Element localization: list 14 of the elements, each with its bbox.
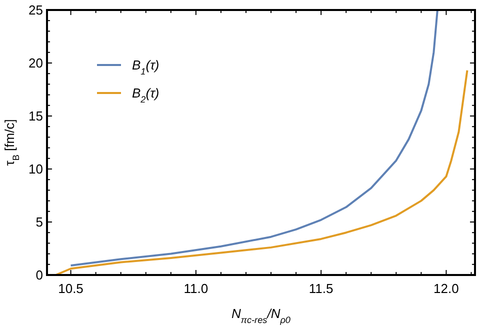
x-tick-label: 11.0 [184,281,208,296]
line-series [70,10,438,266]
y-tick-label: 5 [36,214,43,230]
y-tick-label: 25 [28,2,43,18]
x-tick-label: 12.0 [434,281,459,296]
legend-label: B$_{2}$(τ) [132,86,160,105]
x-tick-label: 10.5 [58,281,84,296]
x-tick-label: 11.5 [308,281,334,296]
y-tick-label: 15 [28,108,43,124]
legend-label: B$_{1}$(τ) [132,58,160,77]
y-tick-label: 20 [28,56,43,71]
y-tick-label: 10 [28,162,43,177]
y-tick-label: 0 [36,268,43,283]
x-axis-title: N$_{πc-res}$/N$_{ρ0}$ [232,306,290,325]
